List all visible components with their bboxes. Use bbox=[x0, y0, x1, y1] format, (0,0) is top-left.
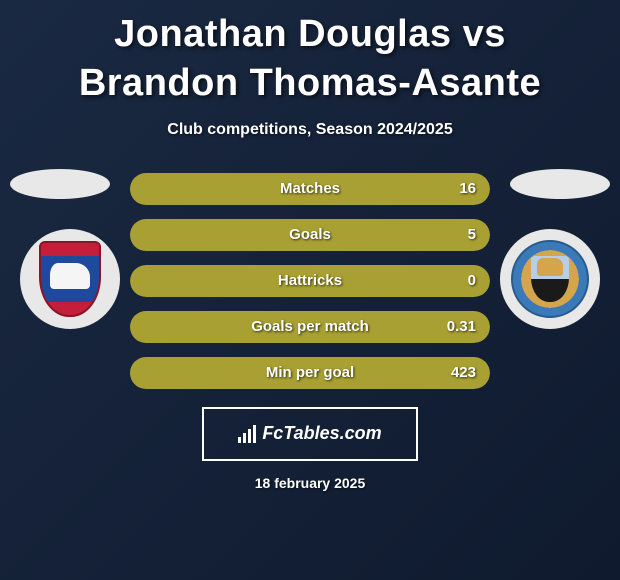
horse-icon bbox=[50, 263, 90, 289]
subtitle: Club competitions, Season 2024/2025 bbox=[0, 121, 620, 139]
stat-row: Matches 16 bbox=[130, 173, 490, 205]
coventry-shield-icon bbox=[511, 240, 589, 318]
bars-icon bbox=[238, 425, 256, 443]
stat-row: Min per goal 423 bbox=[130, 357, 490, 389]
stat-value-right: 16 bbox=[445, 173, 490, 205]
ipswich-shield-icon bbox=[39, 241, 101, 317]
elephant-icon bbox=[537, 258, 563, 276]
stats-list: Matches 16 Goals 5 Hattricks 0 Goals per… bbox=[130, 169, 490, 389]
stat-label: Hattricks bbox=[130, 265, 490, 297]
coventry-inner-icon bbox=[531, 256, 569, 302]
oval-right bbox=[510, 169, 610, 199]
team-badge-right bbox=[500, 229, 600, 329]
stat-label: Goals bbox=[130, 219, 490, 251]
stat-row: Goals 5 bbox=[130, 219, 490, 251]
date-text: 18 february 2025 bbox=[0, 475, 620, 491]
oval-left bbox=[10, 169, 110, 199]
page-title: Jonathan Douglas vs Brandon Thomas-Asant… bbox=[0, 0, 620, 109]
stat-value-right: 0.31 bbox=[433, 311, 490, 343]
brand-text: FcTables.com bbox=[262, 423, 381, 444]
badge-circle-right bbox=[500, 229, 600, 329]
brand-box: FcTables.com bbox=[202, 407, 418, 461]
badge-circle-left bbox=[20, 229, 120, 329]
stat-value-right: 423 bbox=[437, 357, 490, 389]
stat-value-right: 0 bbox=[454, 265, 490, 297]
comparison-panel: Matches 16 Goals 5 Hattricks 0 Goals per… bbox=[0, 169, 620, 491]
stat-value-right: 5 bbox=[454, 219, 490, 251]
stat-row: Goals per match 0.31 bbox=[130, 311, 490, 343]
team-badge-left bbox=[20, 229, 120, 329]
stat-label: Matches bbox=[130, 173, 490, 205]
stat-row: Hattricks 0 bbox=[130, 265, 490, 297]
